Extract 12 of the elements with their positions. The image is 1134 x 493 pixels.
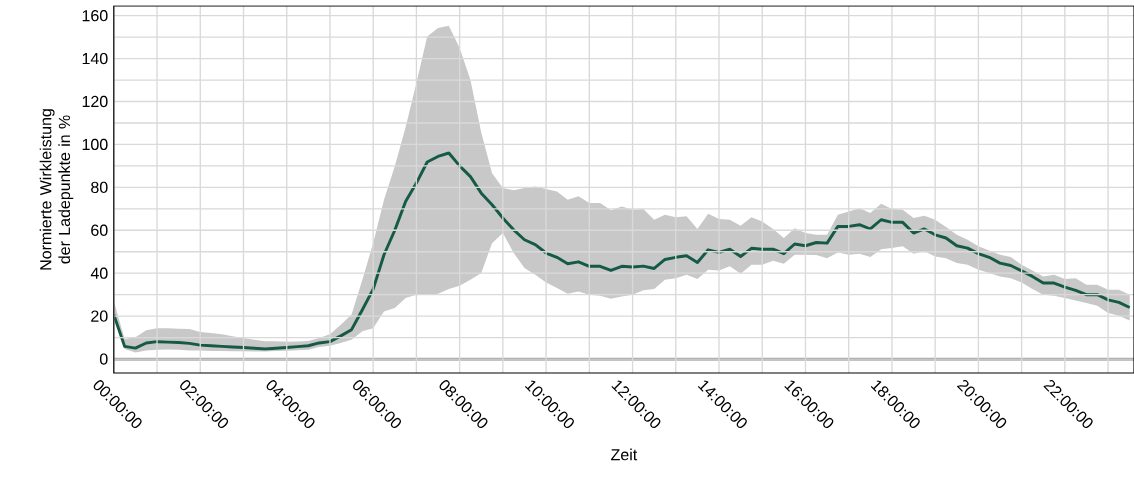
y-tick-label: 160 xyxy=(82,10,108,22)
line-series xyxy=(113,151,1132,351)
x-axis-title: Zeit xyxy=(611,448,638,461)
y-tick-label: 80 xyxy=(91,181,108,194)
y-tick-label: 0 xyxy=(99,353,108,365)
y-tick-label: 20 xyxy=(91,310,108,322)
y-tick-label: 120 xyxy=(82,95,108,108)
y-tick-label: 140 xyxy=(82,52,108,65)
y-axis-title: Normierte Wirkleistung der Ladepunkte in % xyxy=(39,109,74,270)
y-tick-label: 100 xyxy=(82,138,108,151)
y-tick-label: 40 xyxy=(90,267,108,279)
y-tick-label: 60 xyxy=(91,224,108,236)
